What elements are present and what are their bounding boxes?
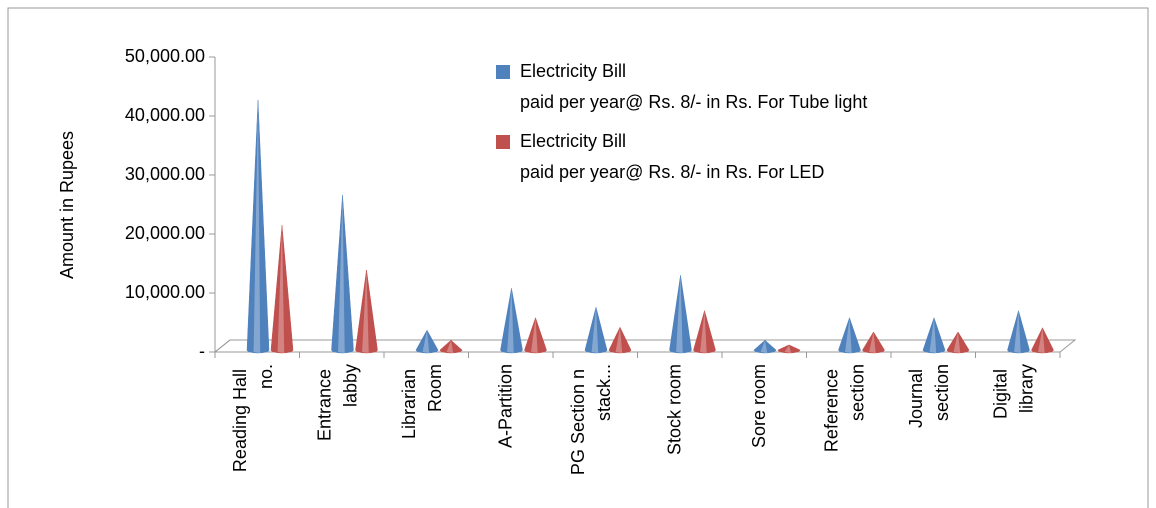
cone-shade bbox=[676, 275, 683, 353]
cone bbox=[500, 288, 523, 354]
cone-shade bbox=[760, 340, 768, 353]
cone-shade bbox=[446, 340, 454, 353]
cone-body bbox=[415, 329, 439, 354]
x-tick-label: PG Section n stack... bbox=[568, 364, 614, 475]
legend-swatch bbox=[496, 65, 510, 79]
cone-shade bbox=[1038, 327, 1045, 353]
cone-body bbox=[1031, 327, 1054, 354]
legend-label: Electricity Bill paid per year@ Rs. 8/- … bbox=[520, 61, 867, 112]
y-tick-label: 50,000.00 bbox=[125, 46, 205, 66]
x-tick-label: Journal section bbox=[906, 364, 952, 428]
x-tick-label: Sore room bbox=[749, 364, 769, 448]
cone-body bbox=[500, 288, 523, 354]
cone-body bbox=[608, 326, 632, 354]
cone-body bbox=[753, 339, 777, 354]
cone-shade bbox=[253, 100, 261, 353]
cone-shade bbox=[531, 317, 538, 353]
cone bbox=[355, 269, 378, 354]
cone-shade bbox=[784, 344, 792, 353]
cone-shade bbox=[700, 310, 707, 353]
cone bbox=[693, 309, 716, 354]
cone bbox=[669, 275, 692, 354]
x-tick-label: Digital library bbox=[990, 364, 1036, 419]
cone-body bbox=[270, 225, 294, 354]
x-tick-label: A-Partition bbox=[495, 364, 515, 448]
cone-body bbox=[524, 317, 547, 354]
cone-body bbox=[1007, 309, 1030, 354]
cone bbox=[246, 100, 270, 354]
cone bbox=[838, 317, 861, 354]
cone bbox=[415, 329, 439, 354]
cone-body bbox=[439, 339, 463, 354]
cone-body bbox=[777, 344, 801, 354]
cone-body bbox=[246, 100, 270, 354]
y-tick-label: 20,000.00 bbox=[125, 223, 205, 243]
cone-shade bbox=[869, 331, 876, 353]
cone bbox=[946, 331, 970, 354]
x-tick-label: Entrance labby bbox=[314, 364, 360, 441]
cone bbox=[270, 225, 294, 354]
cone bbox=[1007, 309, 1030, 354]
cone bbox=[777, 344, 801, 354]
cone-shade bbox=[929, 317, 937, 353]
cone-shade bbox=[277, 225, 285, 353]
legend-label: Electricity Bill paid per year@ Rs. 8/- … bbox=[520, 131, 824, 182]
x-tick-label: Reference section bbox=[821, 364, 867, 452]
cone-body bbox=[838, 317, 861, 354]
cone bbox=[922, 317, 946, 354]
cone-body bbox=[669, 275, 692, 354]
cone-shade bbox=[338, 195, 345, 353]
cone-shade bbox=[953, 331, 961, 353]
cone-shade bbox=[845, 317, 852, 353]
y-tick-label: 40,000.00 bbox=[125, 105, 205, 125]
cone bbox=[862, 331, 885, 354]
y-tick-label: 10,000.00 bbox=[125, 282, 205, 302]
cone bbox=[608, 326, 632, 354]
y-axis-title: Amount in Rupees bbox=[57, 131, 77, 279]
cone-body bbox=[922, 317, 946, 354]
cone-body bbox=[584, 307, 608, 354]
legend-swatch bbox=[496, 135, 510, 149]
cone-shade bbox=[615, 327, 623, 353]
cone bbox=[1031, 327, 1054, 354]
cone-shade bbox=[422, 330, 430, 353]
cone bbox=[524, 317, 547, 354]
cone-shade bbox=[507, 288, 514, 353]
y-tick-label: 30,000.00 bbox=[125, 164, 205, 184]
y-axis-depth bbox=[214, 339, 231, 353]
cone-shade bbox=[362, 269, 369, 353]
cone-body bbox=[693, 309, 716, 354]
cone-body bbox=[862, 331, 885, 354]
x-tick-label: Reading Hall no. bbox=[230, 364, 276, 472]
cone-body bbox=[355, 269, 378, 354]
x-tick-label: Stock room bbox=[664, 364, 684, 455]
cone-body bbox=[946, 331, 970, 354]
cone bbox=[584, 307, 608, 354]
chart-border bbox=[7, 7, 1149, 508]
cone-body bbox=[331, 195, 354, 354]
cone-shade bbox=[591, 307, 599, 353]
y-tick-label: - bbox=[199, 341, 205, 361]
cone bbox=[439, 339, 463, 354]
cone bbox=[331, 195, 354, 354]
cone bbox=[753, 339, 777, 354]
cone-shade bbox=[1014, 310, 1021, 353]
x-tick-label: Librarian Room bbox=[399, 364, 445, 439]
